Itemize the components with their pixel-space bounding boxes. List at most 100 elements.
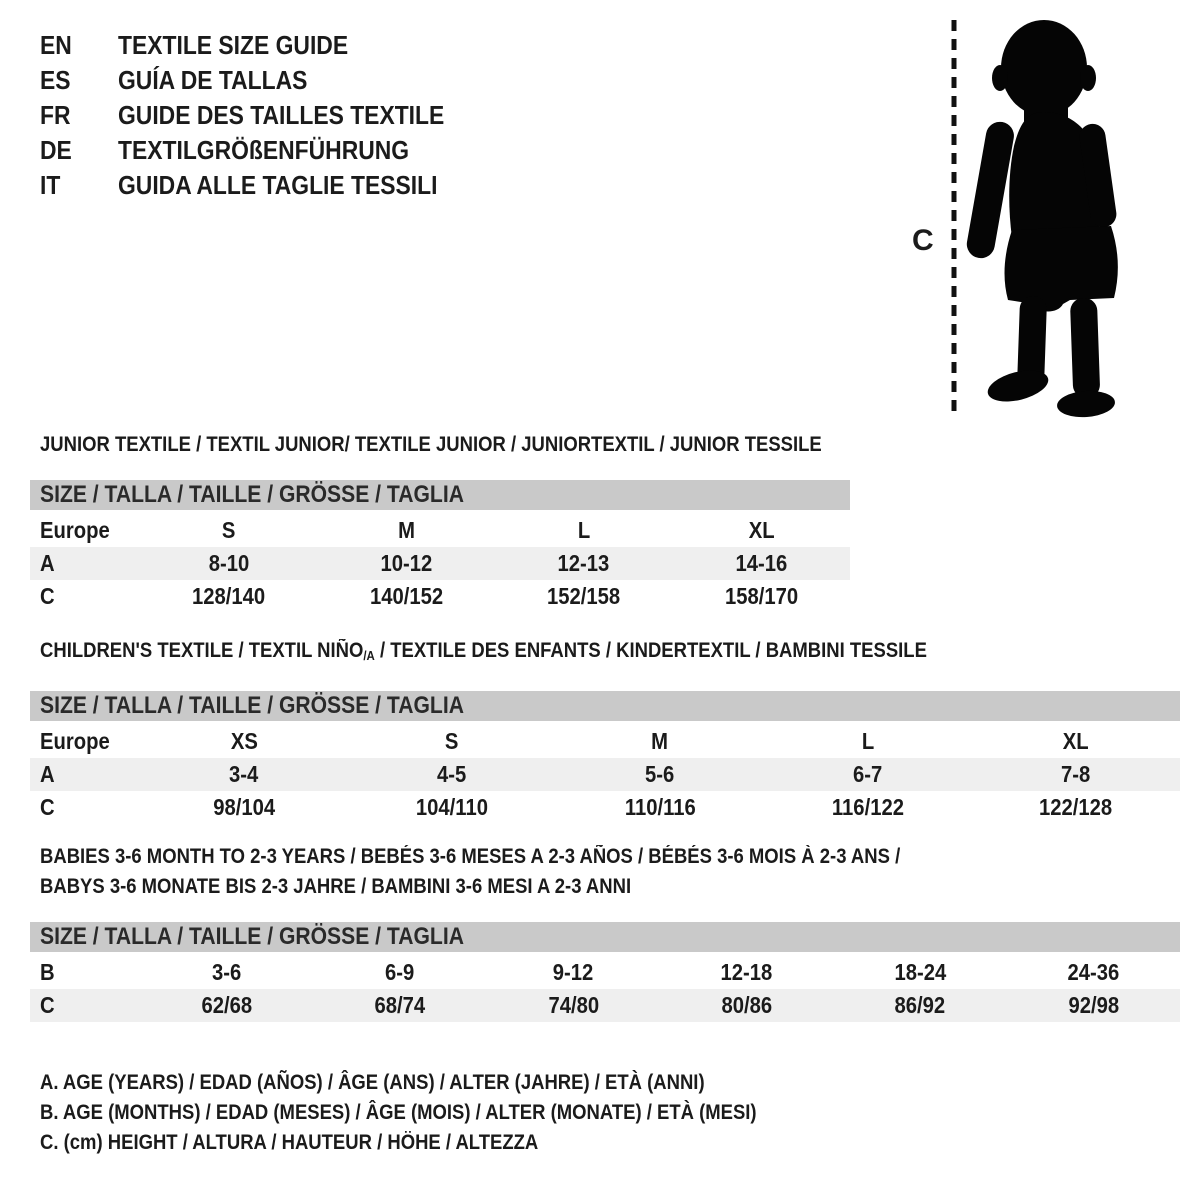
- row-label-cell: Europe: [30, 514, 140, 547]
- guide-title-fr: GUIDE DES TAILLES TEXTILE: [118, 100, 445, 130]
- size-value: 18-24: [894, 959, 946, 985]
- babies-title-line1: BABIES 3-6 MONTH TO 2-3 YEARS / BEBÉS 3-…: [40, 845, 901, 868]
- size-value: 14-16: [735, 550, 788, 576]
- babies-title-line2: BABYS 3-6 MONATE BIS 2-3 JAHRE / BAMBINI…: [40, 875, 632, 898]
- language-title-list: EN TEXTILE SIZE GUIDE ES GUÍA DE TALLAS …: [40, 28, 489, 203]
- size-value: 5-6: [645, 760, 675, 787]
- legend-line-a: A. AGE (YEARS) / EDAD (AÑOS) / ÂGE (ANS)…: [40, 1068, 854, 1098]
- legend-line-b: B. AGE (MONTHS) / EDAD (MESES) / ÂGE (MO…: [40, 1098, 854, 1128]
- guide-title-it: GUIDA ALLE TAGLIE TESSILI: [118, 170, 438, 200]
- row-label: C: [40, 793, 55, 820]
- size-cell: 18-24: [833, 956, 1006, 989]
- row-label: Europe: [40, 517, 110, 543]
- section-junior-textile: JUNIOR TEXTILE / TEXTIL JUNIOR/ TEXTILE …: [30, 434, 850, 613]
- height-measure-figure: C: [900, 8, 1150, 422]
- row-label: C: [40, 583, 55, 609]
- children-size-header-text: SIZE / TALLA / TAILLE / GRÖSSE / TAGLIA: [40, 691, 464, 719]
- guide-title-en: TEXTILE SIZE GUIDE: [118, 30, 349, 60]
- row-label-cell: C: [30, 580, 140, 613]
- children-title-post: / TEXTILE DES ENFANTS / KINDERTEXTIL / B…: [374, 639, 927, 662]
- measure-label-c: C: [912, 224, 934, 257]
- size-cell: 6-9: [313, 956, 486, 989]
- babies-row-height-cm: C 62/68 68/74 74/80 80/86 86/92 92/98: [30, 989, 1180, 1022]
- section-babies-textile: BABIES 3-6 MONTH TO 2-3 YEARS / BEBÉS 3-…: [30, 842, 1180, 1022]
- size-value: 9-12: [553, 959, 594, 985]
- section-childrens-textile: CHILDREN'S TEXTILE / TEXTIL NIÑO/A / TEX…: [30, 640, 1180, 824]
- babies-row-age-months: B 3-6 6-9 9-12 12-18 18-24 24-36: [30, 956, 1180, 989]
- language-code-es: ES: [40, 65, 71, 95]
- language-code-de: DE: [40, 135, 72, 165]
- size-cell: L: [764, 725, 972, 758]
- size-cell: 104/110: [348, 791, 556, 824]
- size-value: 8-10: [208, 550, 250, 576]
- size-cell: 24-36: [1007, 956, 1180, 989]
- size-cell: S: [348, 725, 556, 758]
- language-row-fr: FR GUIDE DES TAILLES TEXTILE: [40, 98, 489, 133]
- children-row-europe: Europe XS S M L XL: [30, 725, 1180, 758]
- size-cell: 80/86: [660, 989, 833, 1022]
- size-value: 6-9: [385, 959, 415, 985]
- row-label-cell: A: [30, 758, 140, 791]
- size-cell: 68/74: [313, 989, 486, 1022]
- size-value: L: [861, 727, 875, 754]
- babies-size-header-text: SIZE / TALLA / TAILLE / GRÖSSE / TAGLIA: [40, 923, 464, 950]
- legend-text-c: C. (cm) HEIGHT / ALTURA / HAUTEUR / HÖHE…: [40, 1131, 539, 1154]
- children-title-pre: CHILDREN'S TEXTILE / TEXTIL NIÑO: [40, 639, 364, 662]
- size-value: S: [221, 517, 236, 543]
- size-cell: 62/68: [140, 989, 313, 1022]
- row-label-cell: Europe: [30, 725, 140, 758]
- size-value: 80/86: [721, 992, 772, 1018]
- size-value: 12-18: [720, 959, 773, 985]
- size-value: 158/170: [724, 583, 798, 609]
- junior-size-header-bar: SIZE / TALLA / TAILLE / GRÖSSE / TAGLIA: [30, 480, 850, 510]
- size-value: 4-5: [437, 760, 467, 787]
- size-value: 128/140: [192, 583, 266, 609]
- row-label: A: [40, 760, 55, 787]
- size-cell: 12-13: [495, 547, 673, 580]
- row-label-cell: C: [30, 791, 140, 824]
- babies-size-header-bar: SIZE / TALLA / TAILLE / GRÖSSE / TAGLIA: [30, 922, 1180, 952]
- language-row-it: IT GUIDA ALLE TAGLIE TESSILI: [40, 168, 489, 203]
- size-value: 74/80: [547, 992, 599, 1018]
- size-value: 3-4: [229, 760, 259, 787]
- size-value: 6-7: [853, 760, 883, 787]
- size-cell: 98/104: [140, 791, 348, 824]
- size-value: 68/74: [374, 992, 426, 1018]
- size-cell: 5-6: [556, 758, 764, 791]
- language-code-fr: FR: [40, 100, 71, 130]
- size-cell: 122/128: [972, 791, 1180, 824]
- size-cell: 92/98: [1007, 989, 1180, 1022]
- size-cell: M: [318, 514, 496, 547]
- size-cell: 158/170: [673, 580, 851, 613]
- language-row-es: ES GUÍA DE TALLAS: [40, 63, 489, 98]
- size-value: 140/152: [369, 583, 443, 609]
- size-cell: 4-5: [348, 758, 556, 791]
- toddler-silhouette: [966, 20, 1118, 418]
- size-cell: 86/92: [833, 989, 1006, 1022]
- size-cell: 7-8: [972, 758, 1180, 791]
- size-cell: 14-16: [673, 547, 851, 580]
- row-label: B: [40, 959, 55, 985]
- size-value: 98/104: [213, 793, 275, 820]
- toddler-figure-svg: C: [912, 20, 1118, 418]
- size-value: 24-36: [1067, 959, 1120, 985]
- size-cell: 10-12: [318, 547, 496, 580]
- size-value: M: [397, 517, 415, 543]
- row-label: Europe: [40, 727, 110, 754]
- size-value: 10-12: [380, 550, 433, 576]
- guide-title-es: GUÍA DE TALLAS: [118, 65, 308, 95]
- size-value: L: [577, 517, 590, 543]
- size-value: 3-6: [212, 959, 242, 985]
- junior-row-height-cm: C 128/140 140/152 152/158 158/170: [30, 580, 850, 613]
- size-value: 116/122: [831, 793, 905, 820]
- size-value: XL: [748, 517, 775, 543]
- junior-section-title-text: JUNIOR TEXTILE / TEXTIL JUNIOR/ TEXTILE …: [40, 433, 822, 456]
- guide-title-de: TEXTILGRÖßENFÜHRUNG: [118, 135, 410, 165]
- row-label-cell: B: [30, 956, 140, 989]
- size-cell: S: [140, 514, 318, 547]
- junior-row-europe: Europe S M L XL: [30, 514, 850, 547]
- size-cell: 9-12: [487, 956, 660, 989]
- size-cell: 74/80: [487, 989, 660, 1022]
- junior-row-age-years: A 8-10 10-12 12-13 14-16: [30, 547, 850, 580]
- size-cell: 128/140: [140, 580, 318, 613]
